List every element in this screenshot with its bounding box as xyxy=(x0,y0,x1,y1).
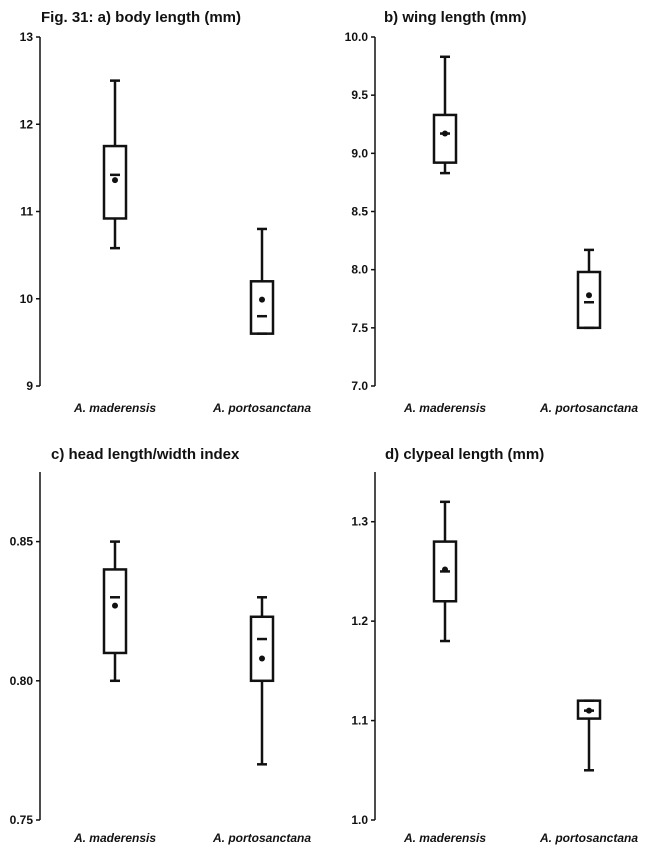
box-plot-portosanctana xyxy=(576,699,602,772)
iqr-box xyxy=(102,144,128,220)
y-tick-label: 8.5 xyxy=(351,205,368,219)
iqr-box xyxy=(249,615,275,683)
panel-c: c) head length/width index 0.75 0.80 0.85 A.… xyxy=(10,446,312,845)
box-plot-portosanctana xyxy=(249,596,275,766)
y-tick-label: 1.3 xyxy=(351,515,368,529)
y-tick-label: 0.85 xyxy=(10,535,34,549)
mean-dot xyxy=(259,655,265,662)
y-tick-label: 7.5 xyxy=(351,321,368,335)
mean-dot xyxy=(586,707,592,714)
y-tick-label: 10.0 xyxy=(345,30,369,44)
y-tick-label: 10 xyxy=(20,292,34,306)
mean-dot xyxy=(112,177,118,184)
y-tick-label: 8.0 xyxy=(351,263,368,277)
panel-a: Fig. 31: a) body length (mm) 9 10 11 12 13 A. … xyxy=(20,9,312,415)
y-tick-label: 9 xyxy=(26,379,33,393)
y-tick-label: 13 xyxy=(20,30,34,44)
box-plot-maderensis xyxy=(432,55,458,175)
iqr-box xyxy=(432,540,458,603)
category-label: A. portosanctana xyxy=(212,831,311,845)
category-label: A. maderensis xyxy=(73,831,156,845)
box-plot-portosanctana xyxy=(576,248,602,330)
mean-dot xyxy=(586,292,592,299)
iqr-box xyxy=(432,113,458,164)
y-tick-label: 1.0 xyxy=(351,813,368,827)
box-plot-maderensis xyxy=(102,79,128,250)
iqr-box xyxy=(576,270,602,330)
panel-title: d) clypeal length (mm) xyxy=(385,446,544,463)
box-plot-maderensis xyxy=(102,540,128,683)
panel-d: d) clypeal length (mm) 1.0 1.1 1.2 1.3 A. mad… xyxy=(351,446,638,845)
y-tick-label: 0.80 xyxy=(10,674,34,688)
category-label: A. portosanctana xyxy=(539,401,638,415)
y-tick-label: 0.75 xyxy=(10,813,34,827)
box-plot-maderensis xyxy=(432,500,458,643)
mean-dot xyxy=(442,130,448,137)
y-tick-label: 1.2 xyxy=(351,614,368,628)
category-label: A. portosanctana xyxy=(212,401,311,415)
iqr-box xyxy=(249,280,275,335)
panel-title: Fig. 31: a) body length (mm) xyxy=(41,9,241,26)
y-tick-label: 1.1 xyxy=(351,714,368,728)
panel-title: c) head length/width index xyxy=(51,446,240,463)
mean-dot xyxy=(259,296,265,303)
y-tick-label: 9.5 xyxy=(351,88,368,102)
iqr-box xyxy=(576,699,602,720)
box-plot-portosanctana xyxy=(249,227,275,335)
iqr-box xyxy=(102,568,128,655)
y-tick-label: 9.0 xyxy=(351,146,368,160)
category-label: A. maderensis xyxy=(403,831,486,845)
panel-b: b) wing length (mm) 7.0 7.5 8.0 8.5 9.0 9.5 10.… xyxy=(345,9,639,415)
panel-title: b) wing length (mm) xyxy=(384,9,526,26)
y-tick-label: 7.0 xyxy=(351,379,368,393)
mean-dot xyxy=(112,602,118,609)
y-tick-label: 12 xyxy=(20,117,34,131)
category-label: A. maderensis xyxy=(73,401,156,415)
category-label: A. maderensis xyxy=(403,401,486,415)
mean-dot xyxy=(442,566,448,573)
y-tick-label: 11 xyxy=(20,205,33,219)
category-label: A. portosanctana xyxy=(539,831,638,845)
